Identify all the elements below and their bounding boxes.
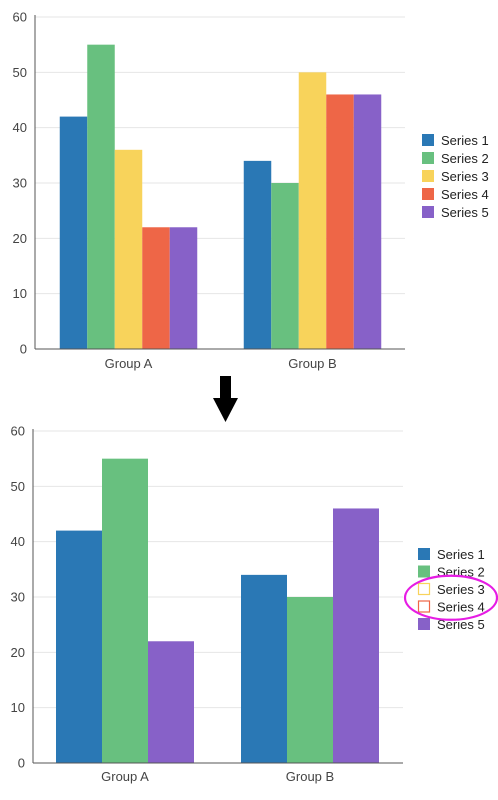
legend-label: Series 4	[437, 600, 485, 615]
legend-swatch	[422, 206, 434, 218]
legend-swatch	[418, 618, 430, 630]
bar	[56, 530, 102, 763]
bar	[353, 94, 382, 349]
bar	[142, 227, 170, 349]
bar	[87, 44, 115, 350]
y-tick-label: 0	[18, 756, 25, 771]
legend-swatch	[422, 188, 434, 200]
legend-swatch	[418, 548, 430, 560]
legend-label: Series 3	[441, 169, 489, 184]
x-tick-label: Group B	[288, 356, 336, 371]
highlight-ellipse	[403, 574, 498, 621]
bar	[243, 160, 272, 349]
legend-label: Series 1	[437, 547, 485, 562]
x-tick-label: Group B	[286, 769, 334, 784]
bar	[333, 508, 379, 763]
bar	[298, 72, 327, 349]
bar-chart-after: 0 10 20 30 40 50 60 Group A Group B Series 1 Serie…	[11, 424, 498, 784]
y-tick-label: 60	[13, 10, 27, 25]
legend-label: Series 2	[441, 151, 489, 166]
x-tick-label: Group A	[101, 769, 149, 784]
bar	[148, 641, 194, 763]
legend-label: Series 3	[437, 582, 485, 597]
y-tick-label: 10	[13, 286, 27, 301]
y-tick-label: 50	[13, 65, 27, 80]
y-tick-label: 30	[13, 176, 27, 191]
legend-swatch-hidden	[417, 600, 431, 613]
legend-swatch	[418, 565, 430, 578]
y-tick-label: 30	[11, 590, 25, 605]
y-tick-label: 50	[11, 479, 25, 494]
y-tick-label: 40	[13, 120, 27, 135]
y-tick-label: 20	[13, 231, 27, 246]
legend-swatch	[422, 134, 434, 146]
y-tick-label: 0	[20, 342, 27, 357]
legend: Series 1 Series 2 Series 3 Series 4 Series 5	[422, 133, 489, 220]
bar	[59, 116, 88, 349]
y-tick-label: 60	[11, 424, 25, 439]
legend-swatch-hidden	[417, 582, 431, 596]
bar	[169, 227, 198, 349]
bar	[287, 597, 333, 763]
x-tick-label: Group A	[105, 356, 153, 371]
legend-label: Series 4	[441, 187, 489, 202]
bar	[271, 183, 299, 349]
legend-swatch	[422, 170, 434, 182]
bar	[241, 574, 287, 763]
down-arrow-icon	[213, 376, 238, 422]
legend-label: Series 5	[441, 205, 489, 220]
bar	[102, 458, 148, 763]
legend-swatch	[422, 152, 434, 164]
legend-label: Series 1	[441, 133, 489, 148]
bar	[326, 94, 354, 349]
down-arrow-shape	[213, 376, 238, 422]
y-tick-label: 20	[11, 645, 25, 660]
y-tick-label: 10	[11, 700, 25, 715]
bar	[114, 149, 143, 349]
y-tick-label: 40	[11, 534, 25, 549]
